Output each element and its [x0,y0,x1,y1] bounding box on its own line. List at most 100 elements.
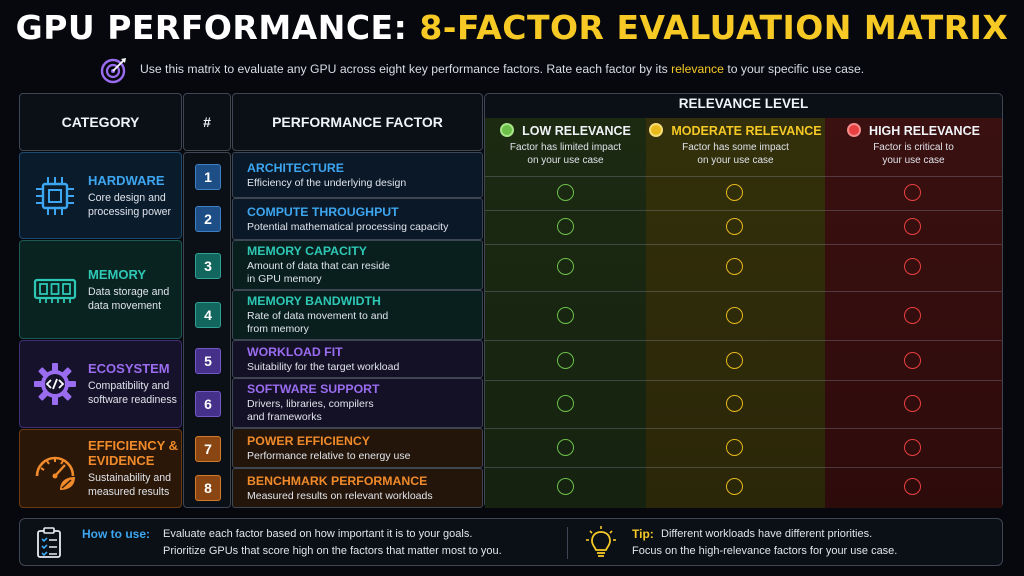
moderate-relevance-header: MODERATE RELEVANCE Factor has some impac… [646,123,825,167]
factor-cell-compute-throughput: COMPUTE THROUGHPUT Potential mathematica… [232,198,483,240]
factor-name: SOFTWARE SUPPORT [247,382,380,396]
low-relevance-radio[interactable] [557,478,574,495]
category-hardware: HARDWARE Core design and processing power [19,152,182,239]
factor-cell-power-efficiency: POWER EFFICIENCY Performance relative to… [232,428,483,468]
chip-icon [36,176,74,215]
factor-desc-2: and frameworks [247,411,322,423]
row-divider [485,467,1002,468]
page-title: GPU PERFORMANCE: 8-FACTOR EVALUATION MAT… [0,8,1024,47]
low-relevance-desc-2: on your use case [527,154,604,166]
category-desc-2: data movement [88,299,162,312]
target-icon [100,58,126,84]
moderate-relevance-radio[interactable] [726,258,743,275]
high-relevance-desc-2: your use case [882,154,945,166]
title-part1: GPU PERFORMANCE: [15,8,408,47]
moderate-relevance-radio[interactable] [726,352,743,369]
footer-panel: How to use: Evaluate each factor based o… [19,518,1003,566]
low-relevance-radio[interactable] [557,218,574,235]
category-desc: Data storage and [88,285,170,298]
category-desc-2: processing power [88,205,172,218]
category-desc: Compatibility and [88,380,170,392]
low-relevance-desc: Factor has limited impact [509,142,622,153]
header-number: # [183,93,231,151]
high-relevance-desc: Factor is critical to [873,142,954,153]
factor-cell-software-support: SOFTWARE SUPPORT Drivers, libraries, com… [232,378,483,428]
factor-cell-workload-fit: WORKLOAD FIT Suitability for the target … [232,340,483,378]
high-relevance-radio[interactable] [904,218,921,235]
high-relevance-radio[interactable] [904,395,921,412]
factor-number: 3 [195,253,221,279]
factor-desc: Potential mathematical processing capaci… [247,220,449,233]
lightbulb-icon [586,526,616,557]
category-desc-2: software readiness [88,394,177,406]
factor-number: 4 [195,302,221,328]
clipboard-checklist-icon [37,527,61,558]
moderate-relevance-desc: Factor has some impact [682,142,789,153]
high-relevance-radio[interactable] [904,184,921,201]
header-category: CATEGORY [19,93,182,151]
factor-desc-2: from memory [247,323,309,335]
row-divider [485,210,1002,211]
memory-module-icon [33,278,77,303]
tip-label: Tip: [632,527,654,541]
footer-divider [567,527,568,559]
category-name: HARDWARE [88,172,165,188]
category-desc-2: measured results [88,486,170,498]
row-divider [485,244,1002,245]
high-relevance-header: HIGH RELEVANCE Factor is critical to your… [825,123,1002,167]
moderate-relevance-radio[interactable] [726,218,743,235]
factor-desc: Measured results on relevant workloads [247,489,433,502]
moderate-relevance-radio[interactable] [726,478,743,495]
moderate-relevance-radio[interactable] [726,307,743,324]
title-part2: 8-FACTOR EVALUATION MATRIX [419,8,1009,47]
moderate-relevance-radio[interactable] [726,395,743,412]
how-to-use-label: How to use: [82,527,150,541]
factor-name: COMPUTE THROUGHPUT [247,204,399,219]
gauge-leaf-icon [35,456,75,490]
tip-line1: Different workloads have different prior… [661,528,873,540]
factor-cell-benchmark-performance: BENCHMARK PERFORMANCE Measured results o… [232,468,483,508]
green-dot-icon [500,123,515,137]
moderate-relevance-radio[interactable] [726,439,743,456]
subtitle-text-end: to your specific use case. [727,62,865,76]
factor-number: 7 [195,436,221,462]
low-relevance-radio[interactable] [557,352,574,369]
high-relevance-radio[interactable] [904,439,921,456]
category-efficiency-evidence: EFFICIENCY & EVIDENCE Sustainability and m… [19,429,182,508]
header-factor: PERFORMANCE FACTOR [232,93,483,151]
yellow-dot-icon [649,123,664,137]
low-relevance-radio[interactable] [557,439,574,456]
high-relevance-radio[interactable] [904,258,921,275]
factor-cell-architecture: ARCHITECTURE Efficiency of the underlyin… [232,152,483,198]
category-name-2: EVIDENCE [88,453,155,468]
row-divider [485,340,1002,341]
factor-name: ARCHITECTURE [247,160,345,175]
low-relevance-header: LOW RELEVANCE Factor has limited impact o… [485,123,646,167]
subtitle-highlight: relevance [671,62,724,76]
category-memory: MEMORY Data storage and data movement [19,240,182,339]
low-relevance-radio[interactable] [557,258,574,275]
factor-number: 2 [195,206,221,232]
subtitle-text: Use this matrix to evaluate any GPU acro… [140,62,668,76]
category-desc: Core design and [88,191,166,204]
factor-desc: Amount of data that can reside [247,260,391,272]
red-dot-icon [847,123,862,137]
row-divider [485,176,1002,177]
low-relevance-radio[interactable] [557,307,574,324]
row-divider [485,428,1002,429]
factor-name: WORKLOAD FIT [247,344,343,359]
high-relevance-radio[interactable] [904,352,921,369]
low-relevance-radio[interactable] [557,395,574,412]
factor-desc: Suitability for the target workload [247,360,400,373]
factor-number: 6 [195,391,221,417]
row-divider [485,291,1002,292]
factor-desc: Drivers, libraries, compilers [247,398,374,410]
high-relevance-label: HIGH RELEVANCE [869,124,980,138]
how-to-use-line2: Prioritize GPUs that score high on the f… [163,545,502,557]
factor-number: 1 [195,164,221,190]
moderate-relevance-radio[interactable] [726,184,743,201]
moderate-relevance-label: MODERATE RELEVANCE [671,124,822,138]
high-relevance-radio[interactable] [904,478,921,495]
high-relevance-radio[interactable] [904,307,921,324]
low-relevance-radio[interactable] [557,184,574,201]
